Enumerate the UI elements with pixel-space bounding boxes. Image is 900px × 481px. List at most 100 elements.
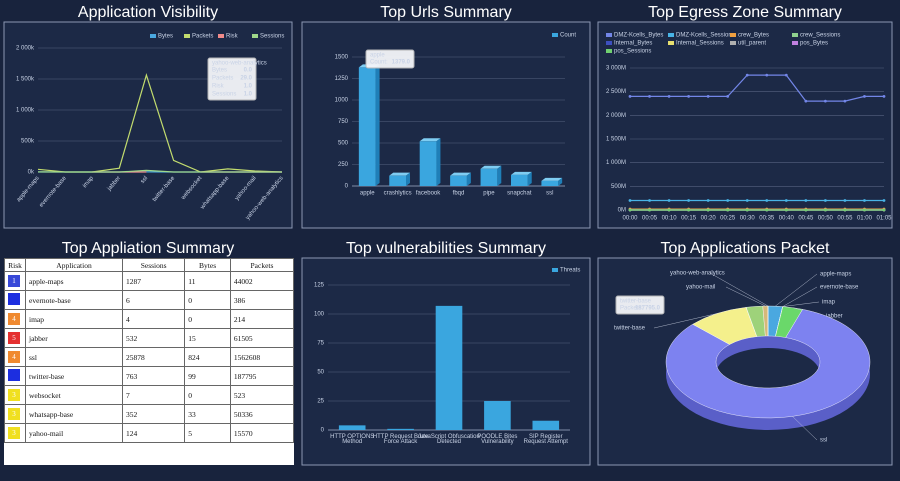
legend-label: pos_Bytes [800,41,828,47]
y-tick-label: 100 [314,312,325,318]
y-tick-label: 500M [611,184,626,190]
y-tick-label: 500k [21,139,35,145]
bar [338,425,366,430]
y-tick-label: 2 500M [606,89,626,95]
table-row: 4 ssl 25878 824 1562608 [4,347,294,367]
bar-side [497,165,502,186]
table-cell: 44002 [229,271,294,291]
legend-swatch [252,34,258,38]
table-row: 3 whatsapp-base 352 33 50336 [4,404,294,424]
table-row: 1 apple-maps 1287 11 44002 [4,271,294,291]
bar-side [558,177,563,186]
y-tick-label: 1250 [335,76,349,82]
x-tick-label: pipe [483,191,495,197]
tooltip-key: Packets: [620,306,643,312]
bar-top [450,172,471,176]
x-tick-label: 00:10 [662,216,678,222]
x-tick-label: SIP Register Request Attempt [524,434,569,445]
tooltip-key: Bytes [212,68,227,74]
legend-swatch [606,33,612,37]
table-cell: 1562608 [229,347,294,367]
legend-swatch [184,34,190,38]
table-cell: 5 [4,328,26,348]
tooltip-title: yahoo-web-analytics [212,61,267,67]
y-tick-label: 2 000M [606,113,626,119]
tooltip-key: Risk [212,84,225,90]
y-tick-label: 1500 [335,55,349,61]
table-header: Risk Application Sessions Bytes Packets [4,258,294,272]
x-tick-label: 00:25 [720,216,736,222]
leader-line [782,301,820,307]
column-header: Application [25,258,123,272]
bar-top [480,165,502,169]
x-tick-label: apple [360,191,375,197]
table-cell: 11 [184,271,231,291]
table-cell: 3 [4,423,26,443]
table-cell: yahoo-mail [25,423,123,443]
bar [358,67,376,186]
table-row: 5 jabber 532 15 61505 [4,328,294,348]
leader-line [709,272,769,307]
table-cell: whatsapp-base [25,404,123,424]
x-tick-label: facebook [416,191,441,197]
slice-label: jabber [825,314,843,320]
leader-line [775,273,818,307]
summary-table: Risk Application Sessions Bytes Packets 1 appl… [4,258,294,465]
slice-label: evernote-base [820,285,859,291]
legend-label: crew_Bytes [738,33,769,39]
legend-label: crew_Sessions [800,33,840,39]
legend-swatch [552,268,558,272]
table-cell: 0 [184,385,231,405]
legend-label: Internal_Bytes [614,41,652,47]
panel-title: Application Visibility [78,4,218,21]
y-tick-label: 0 [345,184,349,190]
tooltip [365,49,415,69]
x-tick-label: 00:15 [681,216,697,222]
legend-label: pos_Sessions [614,49,651,55]
table-cell: 99 [184,366,231,386]
series-line [37,169,282,173]
table-cell [4,290,26,310]
legend-swatch [730,41,736,45]
legend-label: Sessions [260,34,284,40]
legend-swatch [218,34,224,38]
x-tick-label: 00:35 [759,216,775,222]
table-cell: evernote-base [25,290,123,310]
column-header: Sessions [121,258,186,272]
bar [480,168,498,186]
table-cell: 532 [121,328,186,348]
table-cell: 61505 [229,328,294,348]
table-cell: 352 [121,404,186,424]
table-cell: 3 [4,385,26,405]
x-tick-label: HTTP OPTIONS Method [330,434,374,445]
legend-swatch [606,49,612,53]
table-cell: 1 [4,271,26,291]
table-cell [4,366,26,386]
table-cell: 824 [184,347,231,367]
legend-swatch [668,33,674,37]
table-row: evernote-base 6 0 386 [4,290,294,310]
slice-label: imap [822,300,836,306]
bar [389,175,407,186]
bar-top [419,138,441,142]
legend-label: util_parent [738,41,766,47]
x-tick-label: JavaScript Obfuscation Detected [418,434,480,445]
legend-label: Count [560,33,576,39]
y-tick-label: 0M [618,208,626,214]
bar-side [406,172,411,186]
legend-label: Packets [192,34,213,40]
leader-line [653,313,718,329]
legend-swatch [730,33,736,37]
risk-badge: 4 [8,351,20,363]
x-tick-label: 01:05 [876,216,892,222]
x-tick-label: crashlytics [384,191,412,197]
slice [665,309,871,419]
legend-label: Bytes [158,34,173,40]
risk-badge: 5 [8,332,20,344]
table-cell: 6 [121,290,186,310]
tooltip [615,295,665,315]
risk-badge: 3 [8,389,20,401]
table-cell: 0 [184,290,231,310]
